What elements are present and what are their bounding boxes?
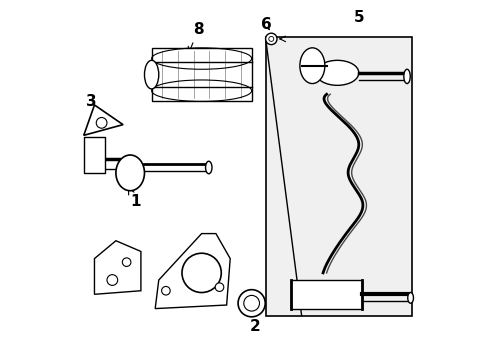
- Circle shape: [96, 117, 107, 128]
- Ellipse shape: [403, 69, 409, 84]
- Circle shape: [215, 283, 224, 292]
- Bar: [83, 137, 105, 173]
- Text: 6: 6: [260, 17, 271, 32]
- Polygon shape: [83, 105, 123, 135]
- Ellipse shape: [205, 161, 212, 174]
- Bar: [265, 37, 411, 316]
- Circle shape: [122, 258, 131, 266]
- Circle shape: [265, 33, 276, 45]
- Text: 7: 7: [118, 268, 133, 288]
- Circle shape: [238, 290, 264, 317]
- Circle shape: [182, 253, 221, 293]
- Text: 5: 5: [353, 10, 364, 25]
- Text: 8: 8: [188, 22, 203, 53]
- Text: 4: 4: [187, 280, 203, 295]
- Polygon shape: [155, 234, 230, 309]
- Text: 2: 2: [249, 297, 260, 334]
- Ellipse shape: [315, 60, 358, 85]
- Circle shape: [244, 296, 259, 311]
- Circle shape: [107, 275, 118, 285]
- Polygon shape: [151, 48, 251, 102]
- Ellipse shape: [299, 48, 324, 84]
- Circle shape: [162, 287, 170, 295]
- Ellipse shape: [116, 155, 144, 191]
- Text: 1: 1: [128, 188, 141, 209]
- Circle shape: [268, 36, 273, 41]
- Text: 3: 3: [85, 94, 100, 121]
- Ellipse shape: [407, 293, 413, 303]
- Polygon shape: [94, 241, 141, 294]
- Ellipse shape: [144, 60, 159, 89]
- Bar: [290, 280, 362, 309]
